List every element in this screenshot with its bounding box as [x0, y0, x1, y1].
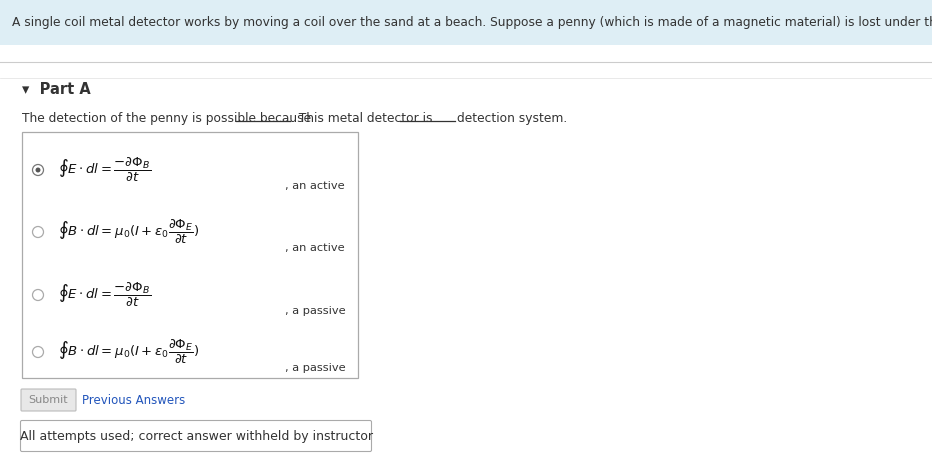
Text: , a passive: , a passive [285, 363, 346, 373]
FancyBboxPatch shape [21, 389, 76, 411]
Circle shape [35, 167, 40, 172]
Text: detection system.: detection system. [457, 112, 568, 124]
Text: , an active: , an active [285, 181, 345, 191]
Text: ▾  Part A: ▾ Part A [22, 83, 90, 97]
Circle shape [33, 165, 44, 176]
Text: . This metal detector is: . This metal detector is [291, 112, 432, 124]
Text: $\oint B \cdot dl = \mu_0(I + \epsilon_0 \dfrac{\partial\Phi_E}{\partial t})$: $\oint B \cdot dl = \mu_0(I + \epsilon_0… [58, 218, 199, 246]
Text: All attempts used; correct answer withheld by instructor: All attempts used; correct answer withhe… [20, 430, 373, 443]
Text: The detection of the penny is possible because: The detection of the penny is possible b… [22, 112, 311, 124]
Text: Previous Answers: Previous Answers [82, 394, 185, 407]
Circle shape [33, 290, 44, 301]
Text: $\oint E \cdot dl = \dfrac{-\partial\Phi_B}{\partial t}$: $\oint E \cdot dl = \dfrac{-\partial\Phi… [58, 281, 151, 309]
Circle shape [33, 226, 44, 237]
Text: Submit: Submit [29, 395, 68, 405]
Text: , a passive: , a passive [285, 306, 346, 316]
Bar [0, 0, 932, 45]
FancyBboxPatch shape [21, 420, 372, 451]
Text: A single coil metal detector works by moving a coil over the sand at a beach. Su: A single coil metal detector works by mo… [12, 16, 932, 29]
Circle shape [33, 347, 44, 357]
Text: $\oint E \cdot dl = \dfrac{-\partial\Phi_B}{\partial t}$: $\oint E \cdot dl = \dfrac{-\partial\Phi… [58, 156, 151, 184]
Bar [22, 132, 358, 378]
Text: $\oint B \cdot dl = \mu_0(I + \epsilon_0 \dfrac{\partial\Phi_E}{\partial t})$: $\oint B \cdot dl = \mu_0(I + \epsilon_0… [58, 338, 199, 366]
Text: , an active: , an active [285, 243, 345, 253]
